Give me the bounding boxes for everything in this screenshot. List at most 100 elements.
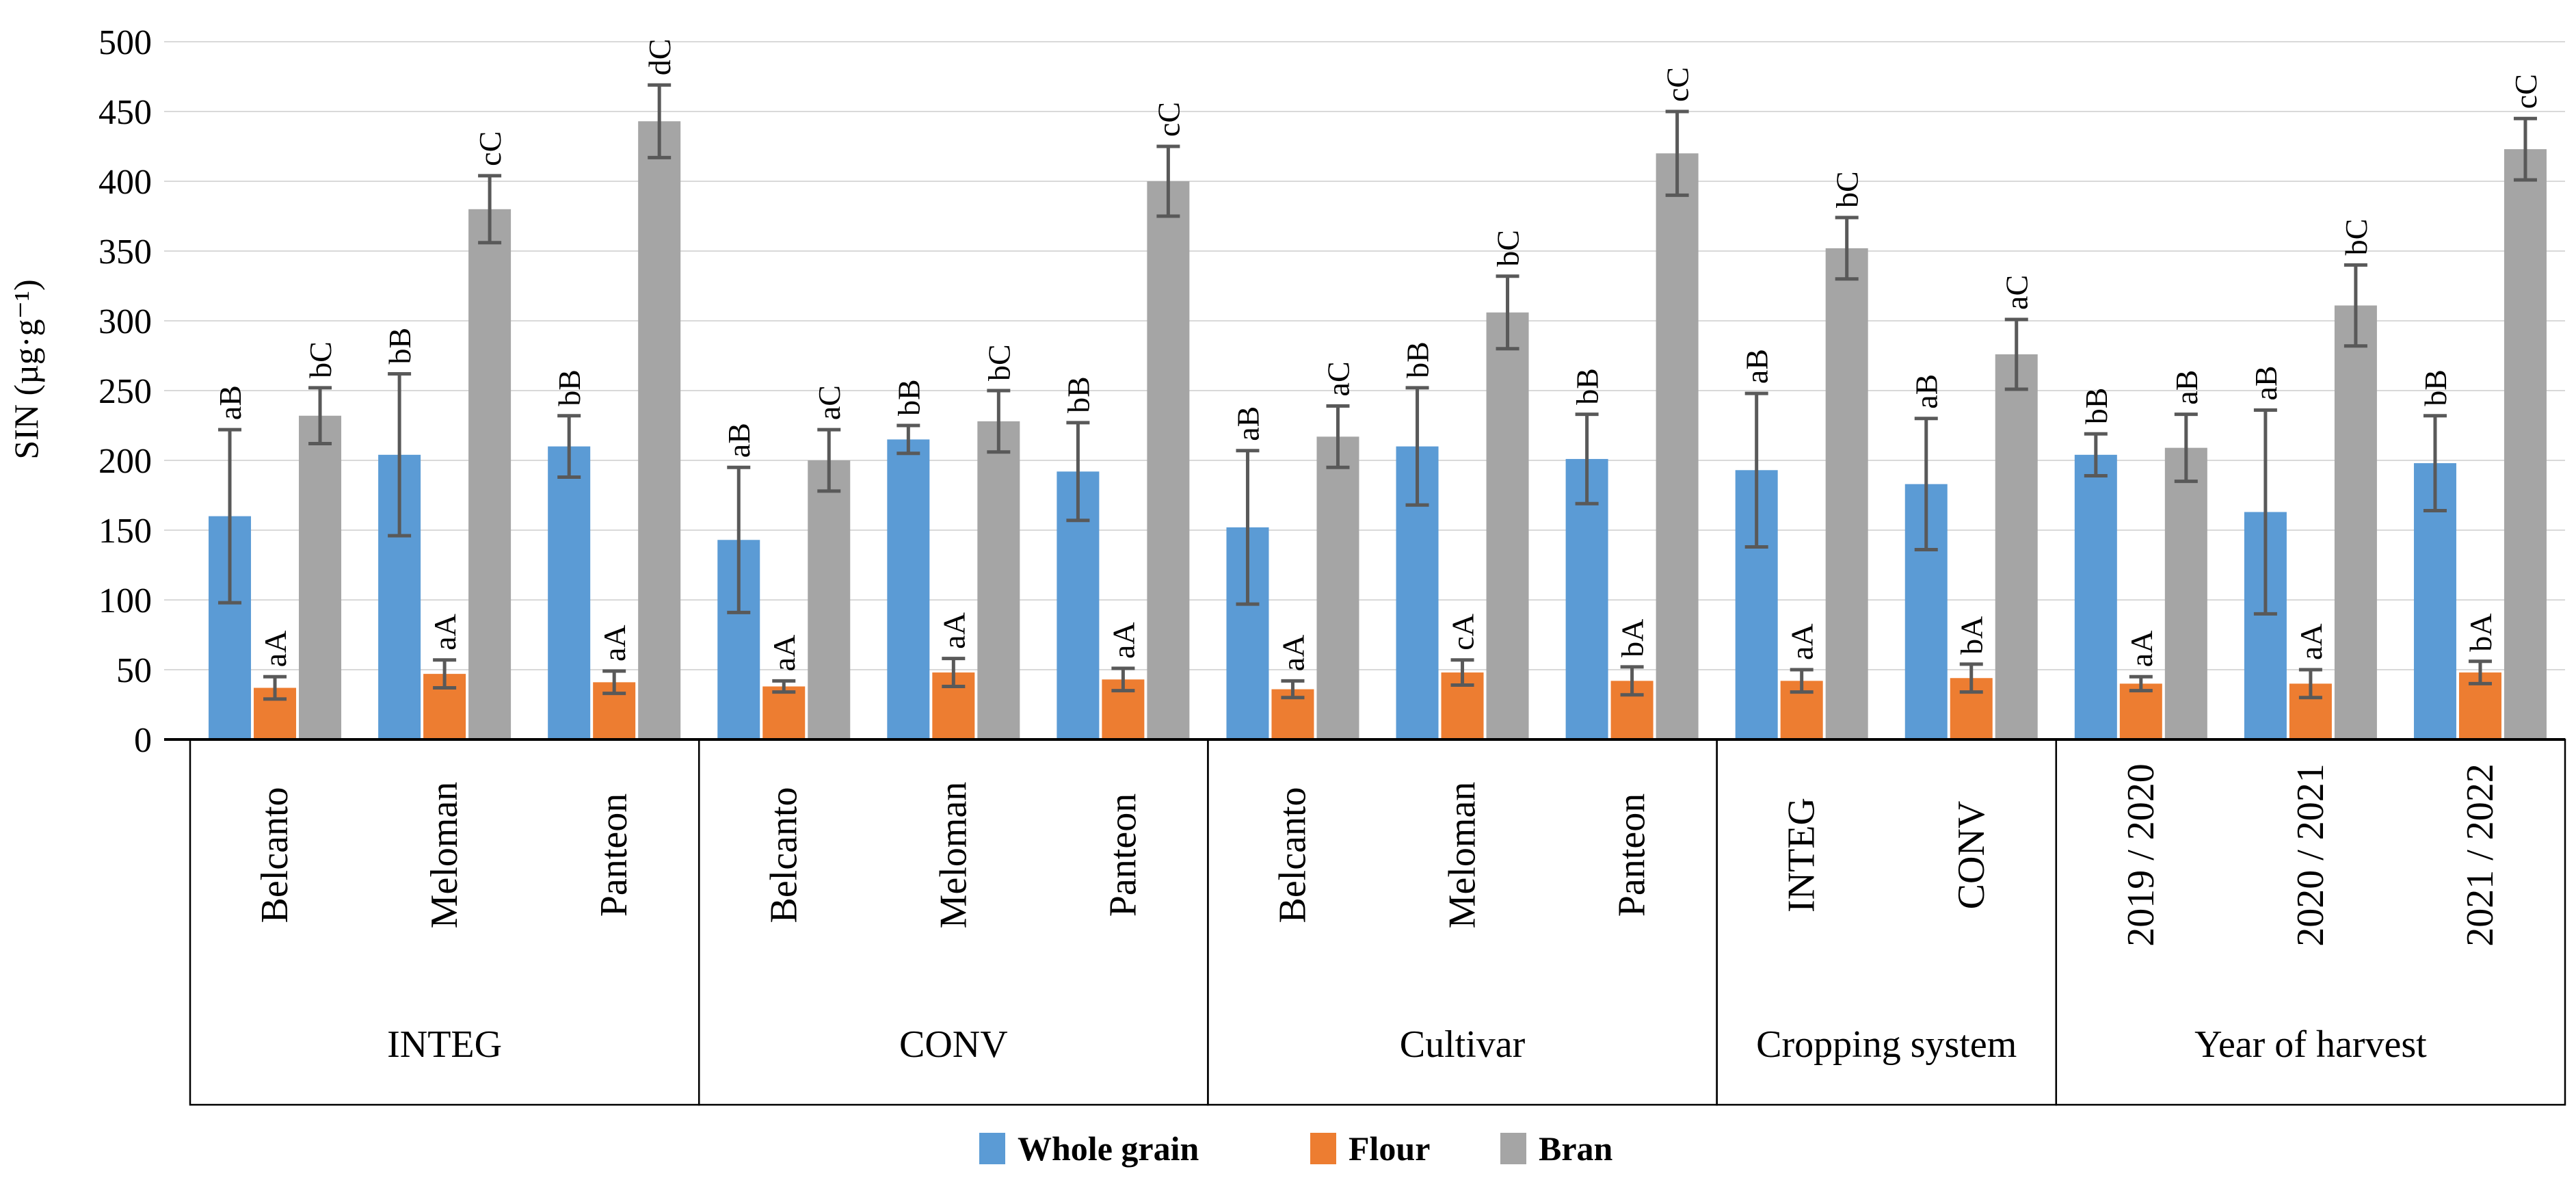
y-tick-label: 100 bbox=[98, 581, 152, 620]
legend-label: Flour bbox=[1349, 1129, 1430, 1168]
error-bar bbox=[942, 657, 966, 688]
legend-swatch-flour bbox=[1310, 1133, 1336, 1164]
bar-bran bbox=[808, 460, 851, 739]
y-tick-label: 500 bbox=[98, 23, 152, 62]
significance-letter: aB bbox=[1740, 349, 1775, 384]
significance-letter: aB bbox=[1909, 374, 1944, 409]
bar-bran bbox=[2334, 305, 2377, 739]
bar-bran bbox=[977, 421, 1020, 739]
legend-label: Bran bbox=[1539, 1129, 1613, 1168]
significance-letter: cC bbox=[1151, 102, 1186, 137]
category-label: 2020 / 2021 bbox=[2289, 763, 2332, 947]
error-bar bbox=[388, 372, 412, 538]
significance-letter: aB bbox=[2169, 370, 2204, 405]
bar-bran bbox=[1995, 354, 2038, 739]
bar-bran bbox=[2164, 447, 2207, 739]
legend-item: Whole grain bbox=[979, 1129, 1199, 1168]
error-bar bbox=[2513, 116, 2537, 182]
category-label: Meloman bbox=[1442, 782, 1484, 929]
bar-bran bbox=[1486, 312, 1529, 739]
error-bar bbox=[308, 386, 332, 446]
significance-letter: bB bbox=[1570, 368, 1605, 405]
y-tick-label: 450 bbox=[98, 93, 152, 132]
significance-letter: bC bbox=[303, 341, 338, 378]
significance-letter: aB bbox=[213, 385, 248, 420]
y-axis-title: SIN (µg·g⁻¹) bbox=[7, 279, 45, 459]
group-label: CONV bbox=[899, 1023, 1008, 1066]
significance-letter: bB bbox=[1061, 376, 1096, 413]
significance-letter: aA bbox=[767, 635, 801, 672]
significance-letter: bA bbox=[1615, 619, 1650, 657]
bar-bran bbox=[638, 121, 681, 739]
significance-letter: cA bbox=[1446, 614, 1480, 651]
error-bar bbox=[478, 174, 502, 245]
significance-letter: aA bbox=[1785, 623, 1820, 660]
significance-letter: aB bbox=[2248, 365, 2283, 400]
y-tick-label: 200 bbox=[98, 442, 152, 481]
category-group-labels: Belcanto Meloman Panteon INTEG Belcanto Melom… bbox=[254, 763, 2501, 1066]
error-bar bbox=[2423, 414, 2447, 512]
error-bar bbox=[433, 658, 457, 690]
bar-bran bbox=[1656, 153, 1699, 739]
category-label: 2019 / 2020 bbox=[2120, 763, 2162, 947]
error-bar bbox=[1665, 109, 1689, 197]
error-bar bbox=[1914, 417, 1938, 552]
y-axis-tick-labels: 0 50 100 150 200 250 300 350 400 450 500 bbox=[98, 23, 152, 760]
error-bar bbox=[1620, 665, 1644, 697]
significance-letter: bB bbox=[552, 369, 587, 406]
y-tick-label: 50 bbox=[116, 651, 152, 690]
significance-letter: bB bbox=[1400, 341, 1435, 378]
error-bar bbox=[1450, 658, 1474, 687]
y-tick-label: 350 bbox=[98, 233, 152, 272]
legend-item: Bran bbox=[1500, 1129, 1613, 1168]
category-label: Panteon bbox=[1102, 794, 1144, 917]
significance-letter: aA bbox=[258, 631, 293, 668]
category-label: Belcanto bbox=[1271, 787, 1314, 923]
y-tick-label: 250 bbox=[98, 372, 152, 411]
significance-letter: aC bbox=[812, 385, 847, 420]
bar-flour bbox=[2119, 683, 2162, 739]
significance-letter: aA bbox=[936, 612, 971, 649]
error-bar bbox=[1959, 662, 1983, 694]
bars-layer: aB aA bC bB aA cC bB aA dC aB aA aC bB aA bC bB aA cC aB aA… bbox=[209, 39, 2547, 739]
error-bar bbox=[987, 389, 1011, 454]
significance-letter: bC bbox=[1830, 171, 1865, 208]
y-tick-label: 400 bbox=[98, 163, 152, 202]
significance-letter: aA bbox=[427, 614, 462, 651]
significance-letter: bB bbox=[2418, 369, 2453, 406]
category-label: INTEG bbox=[1781, 798, 1823, 913]
error-bar bbox=[1835, 215, 1859, 281]
significance-letter: bB bbox=[382, 328, 417, 365]
bar-bran bbox=[299, 415, 342, 739]
category-label: Panteon bbox=[593, 794, 635, 917]
error-bar bbox=[2253, 408, 2277, 616]
significance-letter: dC bbox=[642, 39, 677, 76]
y-tick-label: 0 bbox=[134, 721, 152, 760]
bar-bran bbox=[468, 209, 512, 739]
error-bar bbox=[2298, 668, 2322, 700]
bar-whole-grain bbox=[1565, 458, 1608, 739]
bar-flour bbox=[762, 686, 806, 739]
legend-label: Whole grain bbox=[1018, 1129, 1199, 1168]
bar-whole-grain bbox=[548, 446, 591, 739]
significance-letter: bC bbox=[1491, 230, 1526, 267]
error-bar bbox=[1111, 666, 1135, 693]
category-label: CONV bbox=[1950, 801, 1993, 910]
error-bar bbox=[2129, 674, 2153, 693]
significance-letter: aB bbox=[721, 423, 756, 458]
y-tick-label: 300 bbox=[98, 302, 152, 341]
category-label: Belcanto bbox=[254, 787, 296, 923]
error-bar bbox=[1496, 274, 1519, 351]
group-label: INTEG bbox=[387, 1023, 502, 1066]
error-bar bbox=[1326, 404, 1350, 469]
significance-letter: cC bbox=[473, 131, 507, 166]
significance-letter: aA bbox=[2294, 623, 2328, 660]
error-bar bbox=[1066, 421, 1090, 523]
legend-swatch-whole-grain bbox=[979, 1133, 1005, 1164]
error-bar bbox=[2004, 317, 2028, 391]
error-bar bbox=[1744, 391, 1768, 549]
significance-letter: bC bbox=[2339, 219, 2374, 256]
significance-letter: bC bbox=[981, 344, 1016, 381]
bar-whole-grain bbox=[2074, 454, 2117, 739]
